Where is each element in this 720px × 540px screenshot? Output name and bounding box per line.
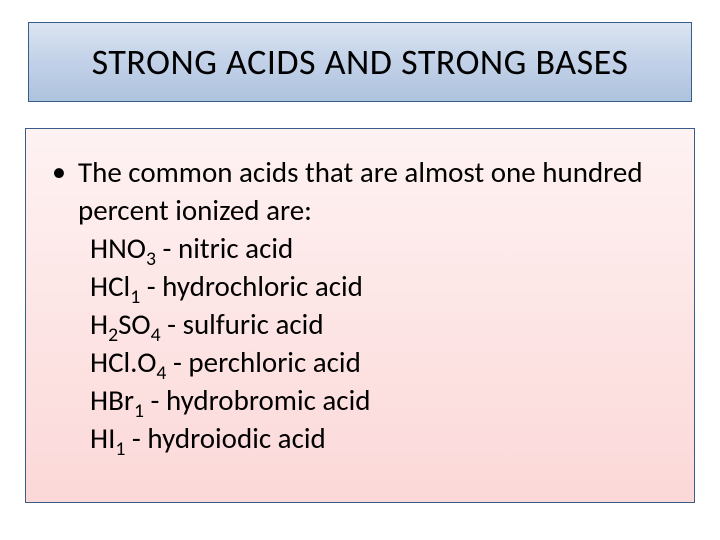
slide: STRONG ACIDS AND STRONG BASES • The comm…	[0, 0, 720, 540]
acid-line: HCl1 - hydrochloric acid	[90, 267, 674, 305]
bullet-icon: •	[52, 153, 66, 191]
acid-line: HNO3 - nitric acid	[90, 229, 674, 267]
title-box: STRONG ACIDS AND STRONG BASES	[28, 22, 692, 102]
acid-line: HCl.O4 - perchloric acid	[90, 343, 674, 381]
acid-line: HBr1 - hydrobromic acid	[90, 381, 674, 419]
acid-line: HI1 - hydroiodic acid	[90, 419, 674, 457]
bullet-row: • The common acids that are almost one h…	[46, 153, 674, 229]
acid-line: H2SO4 - sulfuric acid	[90, 305, 674, 343]
intro-text: The common acids that are almost one hun…	[78, 153, 674, 229]
slide-title: STRONG ACIDS AND STRONG BASES	[92, 40, 629, 84]
acid-list: HNO3 - nitric acidHCl1 - hydrochloric ac…	[46, 229, 674, 457]
content-box: • The common acids that are almost one h…	[25, 128, 695, 503]
